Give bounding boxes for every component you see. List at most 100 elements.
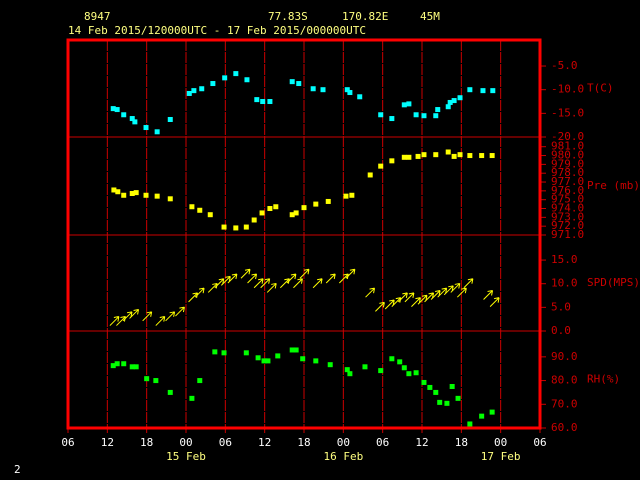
point: [121, 192, 127, 198]
y-tick-label: 70.0: [551, 397, 578, 410]
point: [121, 361, 127, 367]
point: [110, 363, 116, 369]
point: [433, 389, 439, 395]
point: [133, 364, 139, 370]
point: [480, 88, 486, 94]
point: [401, 365, 407, 371]
point: [437, 399, 443, 405]
axis-label: T(C): [587, 82, 614, 95]
wind-arrow: [443, 285, 454, 296]
point: [467, 421, 473, 427]
x-tick-label: 18: [140, 436, 153, 449]
point: [479, 153, 485, 159]
wind-arrow: [417, 294, 428, 305]
point: [273, 204, 279, 210]
point: [154, 193, 160, 199]
x-tick-label: 18: [297, 436, 310, 449]
point: [343, 193, 349, 199]
wind-arrow: [483, 290, 494, 300]
point: [167, 389, 173, 395]
point: [406, 101, 412, 107]
point: [115, 189, 121, 195]
axis-label: Pre (mb): [587, 179, 640, 192]
point: [251, 217, 257, 223]
point: [347, 90, 353, 96]
point: [327, 362, 333, 368]
wind-arrow: [227, 273, 238, 284]
wind-arrow: [240, 268, 251, 279]
x-tick-label: 12: [258, 436, 271, 449]
y-tick-label: 80.0: [551, 374, 578, 387]
point: [167, 196, 173, 202]
point: [401, 154, 407, 160]
point: [267, 99, 273, 105]
x-tick-label: 06: [533, 436, 546, 449]
wind-arrow: [489, 297, 500, 307]
point: [244, 77, 250, 83]
point: [427, 384, 433, 390]
point: [413, 112, 419, 118]
wind-arrow: [345, 268, 356, 279]
y-tick-label: 974.0: [551, 202, 584, 215]
point: [457, 152, 463, 158]
point: [153, 378, 159, 384]
point: [275, 353, 281, 359]
point: [467, 153, 473, 159]
point: [197, 207, 203, 213]
point: [344, 87, 350, 93]
wind-arrow: [463, 278, 474, 289]
point: [444, 400, 450, 406]
point: [186, 90, 192, 96]
point: [415, 153, 421, 159]
wind-arrow: [109, 316, 120, 326]
point: [490, 88, 496, 94]
point: [413, 370, 419, 376]
point: [191, 88, 197, 94]
wind-arrow: [384, 299, 395, 310]
date-label: 15 Feb: [166, 450, 206, 463]
point: [121, 112, 127, 118]
wind-arrow: [365, 287, 376, 298]
point: [320, 87, 326, 93]
point: [433, 113, 439, 119]
y-tick-label: 975.0: [551, 193, 584, 206]
point: [221, 350, 227, 356]
point: [293, 347, 299, 353]
wind-arrow: [411, 297, 421, 307]
latitude: 77.83S: [268, 10, 308, 23]
point: [445, 104, 451, 110]
wind-arrow: [194, 287, 205, 298]
point: [259, 210, 265, 216]
point: [406, 371, 412, 377]
point: [233, 71, 239, 77]
point: [433, 152, 439, 158]
point: [310, 86, 316, 92]
wind-arrow: [404, 292, 415, 303]
point: [378, 368, 384, 374]
y-tick-label: 972.0: [551, 219, 584, 232]
y-tick-label: 976.0: [551, 184, 584, 197]
point: [406, 154, 412, 160]
wind-arrow: [142, 311, 153, 322]
point: [457, 95, 463, 101]
point: [378, 112, 384, 118]
axis-label: SPD(MPS): [587, 276, 640, 289]
point: [114, 361, 120, 367]
y-tick-label: 973.0: [551, 210, 584, 223]
axis-label: RH(%): [587, 373, 620, 386]
wind-arrow: [293, 278, 303, 289]
point: [254, 97, 260, 103]
point: [467, 87, 473, 93]
y-tick-label: 60.0: [551, 421, 578, 434]
point: [378, 163, 384, 169]
wind-arrow: [286, 273, 297, 284]
point: [421, 379, 427, 385]
longitude: 170.82E: [342, 10, 388, 23]
point: [293, 210, 299, 216]
page-number: 2: [14, 463, 21, 476]
point: [143, 192, 149, 198]
date-label: 16 Feb: [323, 450, 363, 463]
y-tick-label: -15.0: [551, 106, 584, 119]
wind-arrow: [122, 311, 133, 322]
